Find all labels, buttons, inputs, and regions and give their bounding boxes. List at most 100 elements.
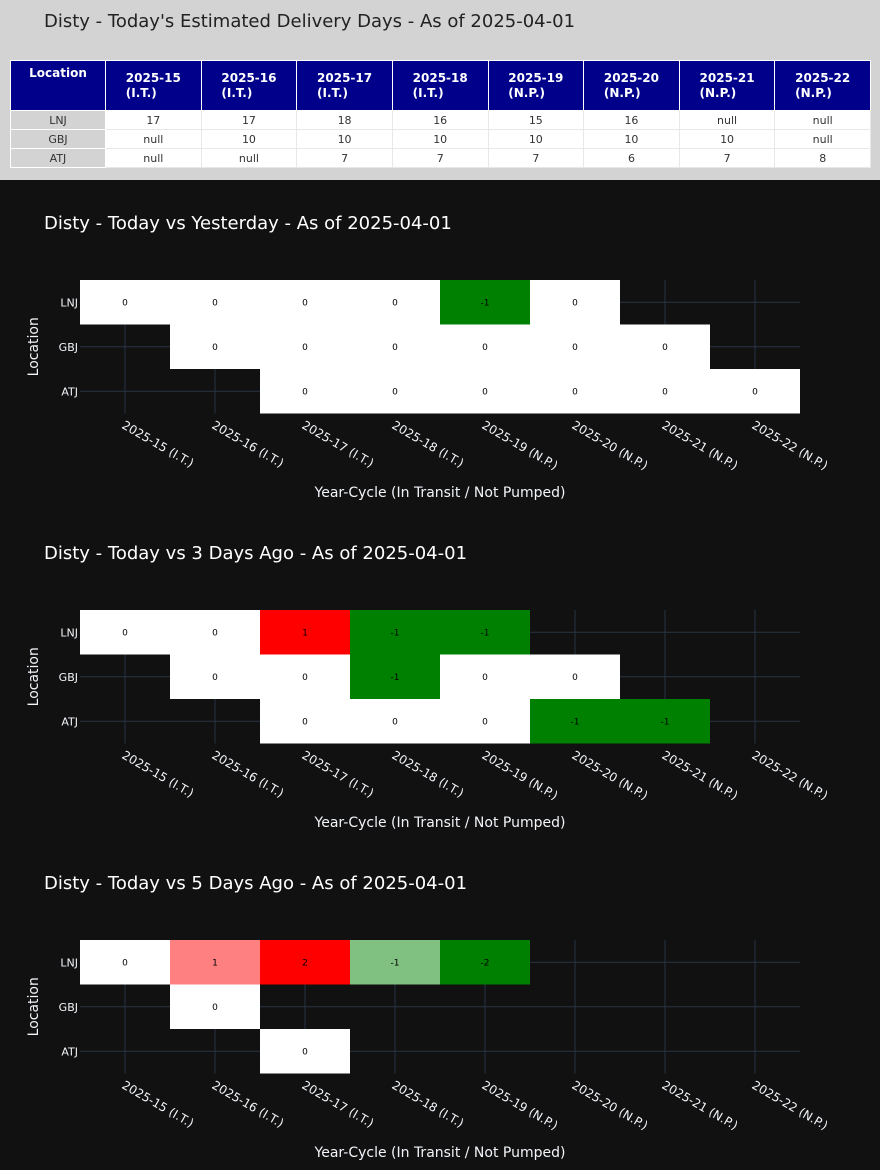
cell-label: 1 — [302, 628, 308, 638]
x-tick-label: 2025-17 (I.T.) — [300, 748, 377, 800]
table-cell: 10 — [296, 129, 393, 149]
y-tick-label: ATJ — [61, 715, 78, 728]
table-header-row: Location 2025-15 (I.T.) 2025-16 (I.T.) 2025-… — [10, 60, 871, 111]
cell-label: 0 — [752, 387, 758, 397]
x-tick-label: 2025-22 (N.P.) — [750, 1078, 831, 1133]
column-cycle: 2025-20 — [603, 70, 659, 85]
heatmap-cell — [80, 610, 170, 655]
cell-label: 0 — [302, 387, 308, 397]
heatmap-panel-yesterday: Disty - Today vs Yesterday - As of 2025-… — [0, 180, 880, 510]
column-header: 2025-21 (N.P.) — [678, 60, 776, 111]
column-cycle: 2025-18 — [412, 70, 468, 85]
heatmap-title: Disty - Today vs Yesterday - As of 2025-… — [44, 213, 452, 234]
heatmap-cell — [170, 280, 260, 325]
heatmap-cell — [260, 369, 350, 414]
heatmap-cell — [350, 940, 440, 985]
heatmap-cell — [170, 654, 260, 699]
cell-label: 0 — [122, 958, 128, 968]
heatmap-cell — [260, 324, 350, 369]
x-tick-label: 2025-16 (I.T.) — [210, 748, 287, 800]
y-tick-label: ATJ — [61, 385, 78, 398]
heatmap-yesterday: 0 0 0 0 -1 0 0 0 0 0 0 0 0 0 0 0 0 0 LNJ GBJ ATJ 2025-15 (I.T… — [26, 280, 831, 501]
cell-label: 0 — [482, 717, 488, 727]
heatmap-cell — [620, 369, 710, 414]
heatmap-cell — [260, 1029, 350, 1074]
heatmap-cell — [170, 984, 260, 1029]
x-tick-label: 2025-19 (N.P.) — [480, 748, 561, 803]
heatmap-cell — [260, 280, 350, 325]
table-cell: 10 — [391, 129, 489, 149]
y-tick-label: ATJ — [61, 1045, 78, 1058]
x-tick-label: 2025-18 (I.T.) — [390, 748, 467, 800]
x-tick-label: 2025-20 (N.P.) — [570, 418, 651, 473]
cell-label: 0 — [572, 343, 578, 353]
heatmap-cell — [170, 610, 260, 655]
column-status: (I.T.) — [317, 85, 348, 100]
table-cell: 7 — [391, 148, 489, 168]
y-tick-label: GBJ — [59, 1001, 78, 1014]
column-status: (N.P.) — [795, 85, 832, 100]
heatmap-cell — [350, 280, 440, 325]
heatmap-cell — [530, 324, 620, 369]
x-tick-label: 2025-18 (I.T.) — [390, 1078, 467, 1130]
location-header: Location — [10, 60, 106, 111]
x-tick-label: 2025-21 (N.P.) — [660, 748, 741, 803]
cell-label: -1 — [661, 717, 670, 727]
heatmap-cell — [170, 324, 260, 369]
x-axis-title: Year-Cycle (In Transit / Not Pumped) — [314, 1145, 566, 1161]
heatmap-cell — [440, 369, 530, 414]
cell-label: 0 — [482, 673, 488, 683]
column-status: (N.P.) — [603, 85, 641, 100]
table-cell: null — [105, 129, 202, 149]
heatmap-cell — [350, 610, 440, 655]
cell-label: 0 — [572, 298, 578, 308]
cell-label: 0 — [392, 298, 398, 308]
x-tick-label: 2025-21 (N.P.) — [660, 1078, 741, 1133]
table-cell: 16 — [391, 110, 489, 130]
table-cell: 15 — [487, 110, 585, 130]
x-tick-label: 2025-18 (I.T.) — [390, 418, 467, 470]
table-cell: 7 — [296, 148, 393, 168]
y-axis-title: Location — [26, 977, 42, 1036]
column-header: 2025-16 (I.T.) — [200, 60, 298, 111]
column-cycle: 2025-22 — [795, 70, 851, 85]
heatmap-cell — [440, 610, 530, 655]
column-header: 2025-19 (N.P.) — [487, 60, 585, 111]
y-axis-title: Location — [26, 647, 42, 706]
x-tick-label: 2025-21 (N.P.) — [660, 418, 741, 473]
x-tick-label: 2025-20 (N.P.) — [570, 1078, 651, 1133]
heatmap-cell — [260, 940, 350, 985]
cell-label: 0 — [392, 717, 398, 727]
heatmap-cell — [710, 369, 800, 414]
cell-label: 0 — [302, 1047, 308, 1057]
heatmap-cell — [440, 699, 530, 744]
cell-label: 0 — [662, 343, 668, 353]
x-tick-label: 2025-22 (N.P.) — [750, 418, 831, 473]
heatmap-cell — [80, 280, 170, 325]
y-tick-label: LNJ — [60, 296, 78, 309]
table-title: Disty - Today's Estimated Delivery Days … — [44, 11, 576, 32]
table-cell: null — [105, 148, 202, 168]
x-tick-label: 2025-16 (I.T.) — [210, 418, 287, 470]
table-row: LNJ 17 17 18 16 15 16 null null — [10, 110, 871, 130]
x-tick-label: 2025-19 (N.P.) — [480, 418, 561, 473]
x-axis-title: Year-Cycle (In Transit / Not Pumped) — [314, 815, 566, 831]
column-cycle: 2025-17 — [317, 70, 373, 85]
column-status: (I.T.) — [412, 85, 444, 100]
cell-label: 0 — [212, 343, 218, 353]
cell-label: 1 — [212, 958, 218, 968]
heatmap-5-days-ago: 0 1 2 -1 -2 0 0 LNJ GBJ ATJ 2025-15 (I.T.) 2025-16 … — [26, 940, 831, 1161]
table-cell: null — [774, 129, 871, 149]
column-header: 2025-17 (I.T.) — [296, 60, 393, 111]
cell-label: -1 — [571, 717, 580, 727]
heatmap-cell — [350, 654, 440, 699]
cell-label: 0 — [482, 343, 488, 353]
column-status: (N.P.) — [699, 85, 737, 100]
cell-label: 0 — [212, 298, 218, 308]
column-header: 2025-20 (N.P.) — [583, 60, 680, 111]
column-cycle: 2025-21 — [699, 70, 755, 85]
cell-label: 0 — [482, 387, 488, 397]
table-cell: 7 — [678, 148, 776, 168]
cell-label: 0 — [212, 628, 218, 638]
column-status: (I.T.) — [221, 85, 253, 100]
